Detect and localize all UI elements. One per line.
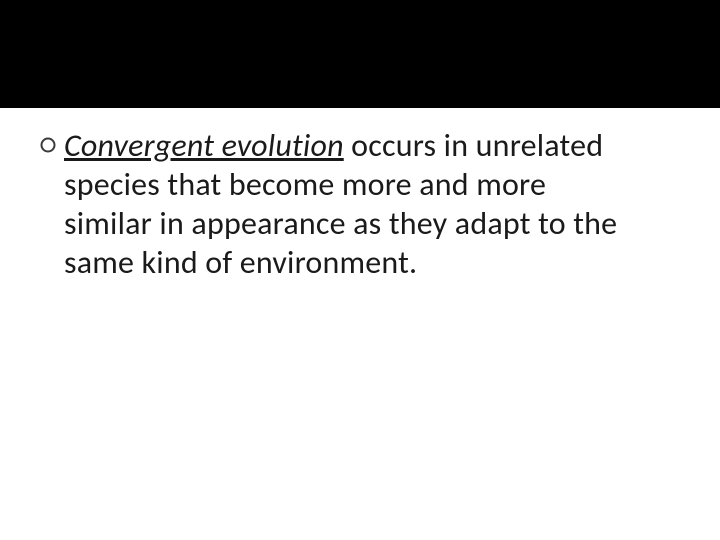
body-text: Convergent evolution occurs in unrelated… bbox=[64, 126, 624, 282]
term: Convergent evolution bbox=[64, 126, 344, 165]
slide: Convergent evolution occurs in unrelated… bbox=[0, 0, 720, 540]
title-bar bbox=[0, 0, 720, 108]
bullet-item: Convergent evolution occurs in unrelated… bbox=[40, 126, 680, 282]
open-circle-icon bbox=[40, 137, 56, 153]
content-area: Convergent evolution occurs in unrelated… bbox=[0, 108, 720, 282]
